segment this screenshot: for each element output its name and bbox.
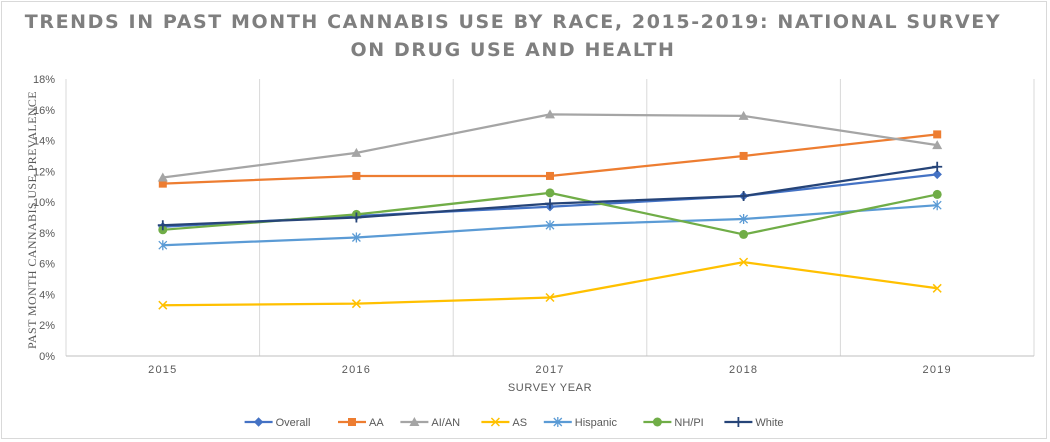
data-point-hispanic [351, 232, 361, 243]
legend-item-white: White [724, 417, 784, 429]
data-point-white [932, 161, 943, 172]
series-line-ai-an [162, 113, 938, 179]
legend-marker [733, 417, 744, 427]
legend-marker [348, 418, 356, 426]
legend-label: AA [369, 417, 384, 429]
data-point-as [932, 283, 942, 293]
y-tick-label: 0% [39, 351, 55, 363]
x-axis-label: SURVEY YEAR [508, 382, 592, 394]
data-point-as [158, 300, 168, 310]
x-tick-label: 2016 [342, 364, 371, 376]
chart-title-line-2: ON DRUG USE AND HEALTH [350, 39, 675, 61]
data-point-aa [546, 171, 554, 180]
data-point-ai-an [157, 172, 168, 182]
legend-item-ai-an: AI/AN [400, 417, 460, 429]
data-point-ai-an [545, 109, 555, 119]
x-tick-label: 2019 [923, 364, 952, 376]
gridlines [65, 79, 1035, 357]
data-point-as [545, 292, 555, 303]
y-tick-label: 6% [39, 259, 55, 271]
data-point-nh-pi [545, 188, 555, 198]
legend-item-as: AS [481, 417, 527, 429]
y-tick-label: 16% [33, 105, 55, 117]
y-tick-label: 12% [33, 166, 55, 178]
legend-item-hispanic: Hispanic [543, 417, 618, 429]
x-tick-label: 2015 [148, 364, 177, 376]
data-point-white [351, 212, 362, 223]
data-point-white [157, 220, 168, 231]
x-tick-label: 2018 [729, 364, 758, 376]
data-point-hispanic [545, 220, 555, 231]
legend-marker [409, 417, 420, 426]
legend-item-overall: Overall [244, 417, 311, 429]
data-point-white [738, 190, 749, 201]
legend-marker [253, 417, 264, 427]
x-axis-ticks: 2015 2016 2017 2018 2019 [148, 364, 952, 376]
legend-item-aa: AA [338, 417, 384, 429]
y-tick-label: 10% [33, 197, 55, 209]
y-tick-label: 2% [39, 320, 55, 332]
data-point-nh-pi [739, 229, 749, 239]
legend-label: White [755, 417, 783, 429]
legend: Overall AA AI/AN AS Hispanic NH/PI White [244, 417, 784, 429]
chart-title-line-1: TRENDS IN PAST MONTH CANNABIS USE BY RAC… [25, 11, 1001, 33]
data-point-as [739, 257, 749, 267]
legend-item-nh-pi: NH/PI [643, 417, 704, 429]
data-point-aa [933, 130, 942, 139]
data-point-ai-an [932, 140, 943, 150]
data-point-hispanic [739, 214, 749, 225]
data-point-ai-an [351, 147, 362, 157]
data-point-nh-pi [932, 189, 942, 199]
y-axis-label: PAST MONTH CANNABIS USE PREVALENCE [25, 91, 39, 349]
data-point-hispanic [158, 240, 168, 251]
data-point-ai-an [738, 110, 749, 120]
y-tick-label: 14% [33, 136, 55, 148]
legend-label: AS [512, 417, 527, 429]
legend-label: Overall [276, 417, 311, 429]
data-point-overall [932, 169, 942, 180]
y-axis-ticks: 0% 2% 4% 6% 8% 10% 12% 14% 16% 18% [33, 74, 55, 363]
data-point-aa [158, 179, 167, 188]
series-lines [157, 109, 943, 310]
legend-label: AI/AN [431, 417, 460, 429]
legend-marker [490, 417, 500, 427]
data-point-aa [739, 151, 748, 160]
legend-label: NH/PI [674, 417, 703, 429]
data-point-hispanic [932, 200, 942, 211]
legend-label: Hispanic [575, 417, 618, 429]
y-tick-label: 8% [39, 228, 55, 240]
data-point-as [351, 299, 361, 309]
legend-marker [652, 417, 662, 427]
series-line-as [162, 261, 938, 307]
legend-marker [553, 417, 563, 427]
data-point-aa [352, 171, 361, 180]
data-point-white [545, 198, 555, 209]
y-tick-label: 18% [33, 74, 55, 86]
x-tick-label: 2017 [535, 364, 564, 376]
y-tick-label: 4% [39, 289, 55, 301]
